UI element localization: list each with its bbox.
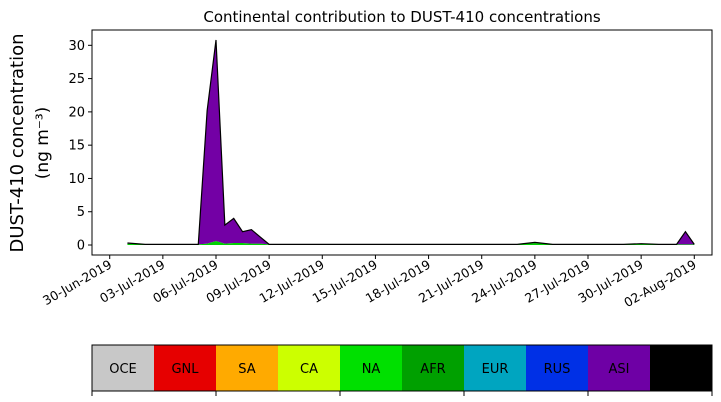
legend-swatch bbox=[402, 345, 464, 391]
y-axis: 0 5 10 15 20 25 30 bbox=[68, 39, 92, 254]
legend-item-asi: ASI bbox=[588, 345, 650, 391]
y-tick-label: 10 bbox=[68, 172, 85, 187]
y-axis-label-line1: DUST-410 concentration bbox=[7, 33, 28, 252]
y-tick-label: 20 bbox=[68, 105, 85, 120]
legend-label: AUS bbox=[668, 362, 695, 377]
legend-swatch bbox=[588, 345, 650, 391]
x-axis: 30-Jun-201903-Jul-201906-Jul-201909-Jul-… bbox=[40, 255, 699, 310]
total-outline bbox=[127, 39, 695, 245]
legend-item-oce: OCE bbox=[92, 345, 154, 391]
chart-title: Continental contribution to DUST-410 con… bbox=[203, 8, 600, 26]
y-tick-label: 30 bbox=[68, 39, 85, 54]
legend-label: RUS bbox=[544, 362, 571, 377]
legend-swatch bbox=[526, 345, 588, 391]
legend-label: ASI bbox=[609, 362, 630, 377]
legend-swatch bbox=[92, 345, 154, 391]
legend-item-gnl: GNL bbox=[154, 345, 216, 391]
legend-label: GNL bbox=[171, 362, 199, 377]
legend-item-na: NA bbox=[340, 345, 402, 391]
legend-item-afr: AFR bbox=[402, 345, 464, 391]
legend-label: EUR bbox=[482, 362, 509, 377]
legend-swatch bbox=[340, 345, 402, 391]
legend-label: NA bbox=[362, 362, 381, 377]
legend-item-ca: CA bbox=[278, 345, 340, 391]
y-tick-label: 25 bbox=[68, 72, 85, 87]
legend-swatch bbox=[278, 345, 340, 391]
legend-label: OCE bbox=[109, 362, 137, 377]
legend-label: AFR bbox=[420, 362, 445, 377]
y-tick-label: 15 bbox=[68, 139, 85, 154]
plot-frame bbox=[91, 29, 713, 256]
y-tick-label: 0 bbox=[77, 239, 85, 254]
legend-item-rus: RUS bbox=[526, 345, 588, 391]
legend-colorbar: OCE GNL SA CA NA AFR EUR RUS ASI AUS bbox=[91, 344, 713, 396]
legend-swatch bbox=[650, 345, 712, 391]
legend-item-aus: AUS bbox=[650, 345, 712, 391]
y-axis-label: DUST-410 concentration (ng m⁻³) bbox=[7, 33, 53, 252]
legend-swatch bbox=[216, 345, 278, 391]
y-tick-label: 5 bbox=[77, 205, 85, 220]
legend-swatch bbox=[464, 345, 526, 391]
legend-label: CA bbox=[300, 362, 318, 377]
legend-frame bbox=[91, 344, 713, 392]
legend-item-eur: EUR bbox=[464, 345, 526, 391]
legend-swatch bbox=[154, 345, 216, 391]
legend-item-sa: SA bbox=[216, 345, 278, 391]
y-axis-label-line2: (ng m⁻³) bbox=[33, 107, 53, 180]
plot-background bbox=[92, 30, 712, 255]
legend-label: SA bbox=[238, 362, 255, 377]
plot-area bbox=[91, 29, 713, 256]
